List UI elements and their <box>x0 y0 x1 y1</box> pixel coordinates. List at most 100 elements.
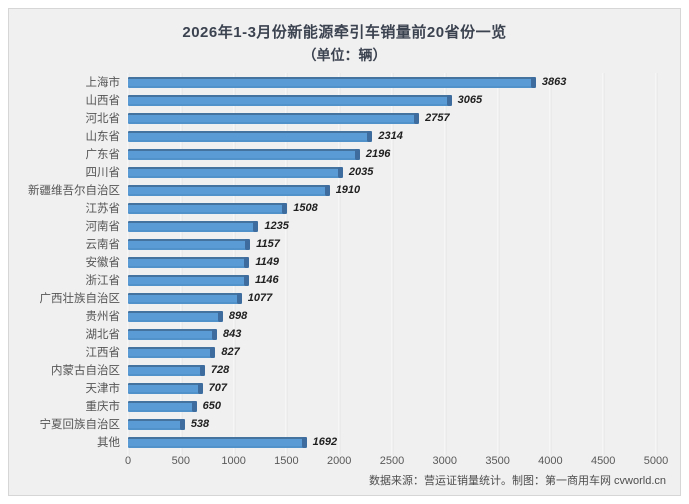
gridline <box>391 73 393 455</box>
gridline <box>285 73 287 455</box>
category-label: 河南省 <box>85 221 121 233</box>
category-label: 安徽省 <box>85 257 121 269</box>
bar-track: 538 <box>128 415 656 433</box>
bar-end-cap <box>530 76 536 88</box>
bar-track: 650 <box>128 397 656 415</box>
bar <box>128 238 251 250</box>
category-label: 山西省 <box>85 95 121 107</box>
gridline <box>655 73 657 455</box>
bar-track: 1077 <box>128 289 656 307</box>
bar-track: 1149 <box>128 253 656 271</box>
x-tick-label: 3000 <box>432 455 458 467</box>
category-label: 江苏省 <box>85 203 121 215</box>
category-label: 上海市 <box>85 77 121 89</box>
bar-track: 1910 <box>128 181 656 199</box>
bar <box>128 94 452 106</box>
category-label: 河北省 <box>85 113 121 125</box>
bar-end-cap <box>197 382 203 394</box>
x-axis-ticks: 0 500 1000 1500 2000 2500 3000 3500 4000 4500 5000 <box>124 453 668 471</box>
x-tick-label: 5000 <box>643 455 669 467</box>
value-label: 1077 <box>247 292 273 304</box>
value-label: 2196 <box>365 148 391 160</box>
gridline <box>549 73 551 455</box>
bar-track: 2035 <box>128 163 656 181</box>
x-tick-label: 2500 <box>379 455 405 467</box>
bar <box>128 328 218 340</box>
gridline <box>338 73 340 455</box>
bar-track: 2757 <box>128 109 656 127</box>
bar <box>128 130 373 142</box>
bar-track: 1157 <box>128 235 656 253</box>
bar <box>128 202 288 214</box>
chart-subtitle: （单位：辆） <box>302 47 387 63</box>
bar <box>128 166 343 178</box>
value-label: 1692 <box>312 436 338 448</box>
value-label: 1508 <box>293 202 318 214</box>
category-axis: 上海市 山西省 河北省 山东省 广东省 四川省 新疆维吾尔自治区 江苏省 河南省 云南省 安徽省 浙江… <box>9 73 128 451</box>
bar <box>128 148 360 160</box>
category-label: 云南省 <box>85 239 121 251</box>
bar-end-cap <box>244 274 250 286</box>
bar-end-cap <box>337 166 343 178</box>
bar <box>128 220 259 232</box>
x-tick-label: 0 <box>124 455 132 467</box>
x-tick-label: 4500 <box>590 455 616 467</box>
bar-track: 1235 <box>128 217 656 235</box>
value-label: 1235 <box>264 220 289 232</box>
value-label: 898 <box>228 310 248 322</box>
value-label: 1157 <box>256 238 280 250</box>
bar-track: 728 <box>128 361 656 379</box>
bar-end-cap <box>217 310 223 322</box>
value-label: 827 <box>221 346 240 358</box>
bar <box>128 292 242 304</box>
category-label: 四川省 <box>85 167 121 179</box>
category-label: 重庆市 <box>85 401 121 413</box>
value-label: 707 <box>208 382 228 394</box>
gridline <box>444 73 446 455</box>
category-label: 新疆维吾尔自治区 <box>28 185 120 197</box>
bar-end-cap <box>244 256 250 268</box>
x-tick-label: 2000 <box>326 455 352 467</box>
bar-track: 707 <box>128 379 656 397</box>
bar-track: 827 <box>128 343 656 361</box>
category-label: 湖北省 <box>85 329 121 341</box>
value-label: 538 <box>190 418 210 430</box>
x-tick-label: 3500 <box>485 455 510 467</box>
gridline <box>602 73 604 455</box>
chart-title: 2026年1-3月份新能源牵引车销量前20省份一览 <box>182 24 507 41</box>
bar-track: 898 <box>128 307 656 325</box>
chart-panel: 2026年1-3月份新能源牵引车销量前20省份一览 （单位：辆） 上海市山西省河… <box>8 8 681 496</box>
bar <box>128 256 250 268</box>
bar-track: 2314 <box>128 127 656 145</box>
value-label: 1149 <box>255 256 279 268</box>
bar <box>128 346 216 358</box>
bar-end-cap <box>367 130 373 142</box>
bar-end-cap <box>282 202 288 214</box>
category-label: 山东省 <box>85 131 121 143</box>
category-label: 广东省 <box>85 149 121 161</box>
bar <box>128 418 185 430</box>
value-label: 843 <box>223 328 242 340</box>
bar-end-cap <box>301 436 307 448</box>
bar-end-cap <box>210 346 216 358</box>
value-label: 1146 <box>255 274 279 286</box>
value-label: 650 <box>202 400 221 412</box>
bar-series: 3863 3065 2757 2314 2196 2035 1910 1508 1235 1157… <box>128 73 656 451</box>
value-label: 3065 <box>457 94 483 106</box>
bar-chart: 上海市 山西省 河北省 山东省 广东省 四川省 新疆维吾尔自治区 江苏省 河南省 云南省 安徽省 浙江… <box>9 73 680 455</box>
bar <box>128 400 197 412</box>
category-label: 宁夏回族自治区 <box>39 419 121 431</box>
x-tick-label: 1000 <box>221 455 246 467</box>
bar-end-cap <box>354 148 360 160</box>
value-label: 1910 <box>335 184 361 196</box>
category-label: 江西省 <box>85 347 121 359</box>
bar-end-cap <box>324 184 330 196</box>
plot-area: 3863 3065 2757 2314 2196 2035 1910 1508 1235 1157… <box>127 73 657 455</box>
bar <box>128 436 307 448</box>
value-label: 2035 <box>348 166 374 178</box>
x-axis-spacer <box>9 453 128 471</box>
bar-end-cap <box>199 364 205 376</box>
source-note: 数据来源：营运证销量统计。制图：第一商用车网 cvworld.cn <box>368 475 666 487</box>
x-tick-label: 500 <box>171 455 190 467</box>
gridline <box>497 73 499 455</box>
